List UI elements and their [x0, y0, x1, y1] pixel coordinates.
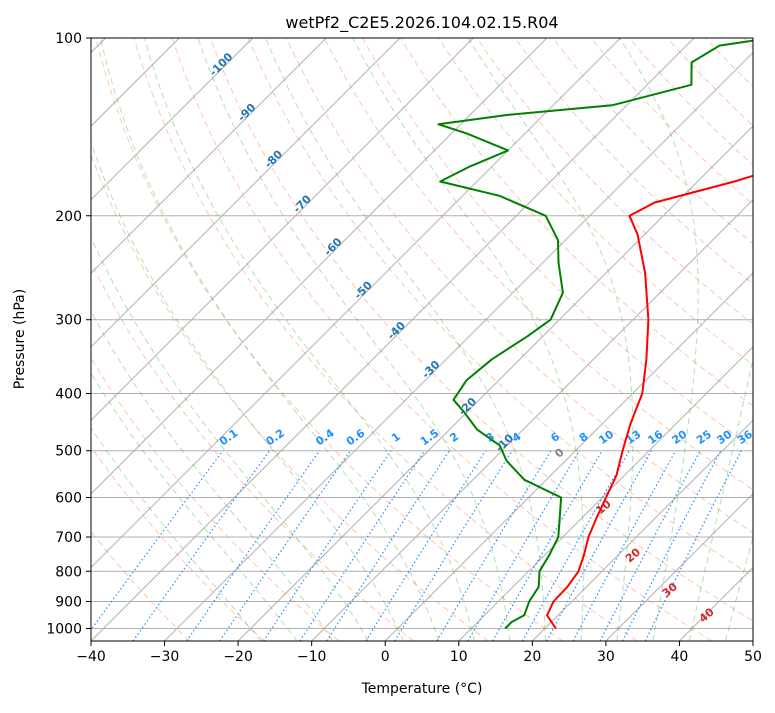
mixing-ratio-label: 0.2	[264, 426, 287, 448]
isotherm-line	[679, 38, 775, 641]
moist-adiabat-line	[100, 38, 439, 641]
moist-adiabat-line	[4, 38, 333, 641]
y-tick-label: 800	[55, 564, 82, 580]
x-tick-label: 30	[597, 649, 615, 665]
x-tick-label: 0	[381, 649, 390, 665]
moist-adiabat-line	[64, 38, 404, 641]
x-tick-label: 50	[744, 649, 762, 665]
isotherm-line	[532, 38, 775, 641]
isotherm-line	[0, 38, 253, 641]
mixing-ratio-line	[573, 451, 676, 641]
dry-adiabat-line	[591, 38, 775, 641]
dry-adiabat-line	[744, 38, 775, 641]
moist-adiabat-label: 30	[660, 580, 680, 600]
dry-adiabat-line	[0, 38, 339, 641]
mixing-ratio-line	[366, 451, 486, 641]
dry-adiabat-line	[0, 38, 264, 641]
isotherm-label: -90	[235, 101, 258, 124]
dry-adiabat-line	[515, 38, 775, 641]
mixing-ratio-line	[300, 451, 425, 641]
isotherm-label: -60	[321, 235, 344, 258]
y-axis-label: Pressure (hPa)	[12, 289, 28, 389]
isotherm-label: -40	[385, 319, 408, 342]
y-tick-label: 700	[55, 530, 82, 546]
moist-adiabat-line	[32, 38, 368, 641]
isotherm-line	[165, 38, 768, 641]
y-tick-label: 400	[55, 387, 82, 403]
y-tick-label: 600	[55, 490, 82, 506]
dry-adiabat-line	[439, 38, 775, 641]
mixing-ratio-label: 36	[735, 427, 755, 447]
isotherm-line	[0, 38, 400, 641]
y-tick-label: 1000	[46, 621, 82, 637]
mixing-ratio-line	[264, 451, 391, 641]
temperature-profile-line	[547, 38, 775, 629]
moist-adiabat-line	[689, 38, 775, 641]
isotherm-label: -100	[207, 50, 236, 79]
dry-adiabat-line	[553, 38, 775, 641]
mixing-ratio-label: 0.6	[344, 426, 368, 448]
x-tick-label: 40	[671, 649, 689, 665]
y-tick-label: 200	[55, 209, 82, 225]
moist-adiabat-label: 40	[697, 605, 717, 625]
mixing-ratio-line	[547, 451, 652, 641]
dry-adiabat-line	[706, 38, 775, 641]
y-tick-label: 300	[55, 313, 82, 329]
isotherm-line	[0, 38, 326, 641]
y-axis: 100 200 300 400 500 600 700 800 900 1000	[46, 31, 91, 637]
moist-adiabat-line	[0, 38, 261, 641]
isotherm-label: -50	[352, 278, 375, 301]
isotherm-line	[753, 38, 775, 641]
dry-adiabat-line	[58, 38, 488, 641]
mixing-ratio-label: 2	[447, 430, 461, 445]
mixing-ratio-label: 16	[645, 427, 665, 447]
x-tick-label: 10	[450, 649, 468, 665]
x-tick-label: −30	[150, 649, 180, 665]
plot-frame	[91, 38, 753, 641]
isotherm-line	[312, 38, 775, 641]
x-axis: −40 −30 −20 −10 0 10 20 30 40 50	[76, 641, 762, 665]
mixing-ratio-line	[220, 451, 351, 641]
isotherm-label: -80	[262, 147, 285, 170]
x-tick-label: −40	[76, 649, 106, 665]
mixing-ratio-line	[83, 451, 223, 641]
isotherm-line	[17, 38, 620, 641]
x-tick-label: 20	[523, 649, 541, 665]
mixing-ratio-label: 1	[389, 430, 403, 445]
chart-title: wetPf2_C2E5.2026.104.02.15.R04	[285, 13, 558, 33]
mixing-ratio-label: 0.4	[313, 426, 337, 448]
isotherm-line	[0, 38, 547, 641]
isotherm-label: -70	[291, 192, 314, 215]
y-tick-label: 500	[55, 444, 82, 460]
isotherm-label: -30	[419, 358, 442, 381]
y-tick-label: 100	[55, 31, 82, 47]
x-axis-label: Temperature (°C)	[361, 681, 483, 697]
moist-adiabat-label: 0	[552, 445, 566, 460]
dry-adiabat-line	[20, 38, 414, 641]
mixing-ratio-label: 25	[694, 428, 714, 447]
mixing-ratio-label: 10	[596, 427, 616, 447]
isotherm-line	[385, 38, 775, 641]
x-tick-label: −10	[297, 649, 327, 665]
mixing-ratio-line	[327, 451, 450, 641]
dry-adiabat-line	[134, 38, 637, 641]
x-tick-label: −20	[223, 649, 253, 665]
background-guide-lines	[0, 38, 775, 641]
mixing-ratio-line	[523, 451, 630, 641]
isotherm-line	[459, 38, 775, 641]
dry-adiabat-line	[0, 38, 190, 641]
y-tick-label: 900	[55, 594, 82, 610]
mixing-ratio-line	[437, 451, 551, 641]
dry-adiabat-line	[667, 38, 775, 641]
moist-adiabat-line	[0, 38, 297, 641]
mixing-ratio-label: 30	[714, 427, 734, 447]
mixing-ratio-label: 20	[669, 427, 689, 447]
